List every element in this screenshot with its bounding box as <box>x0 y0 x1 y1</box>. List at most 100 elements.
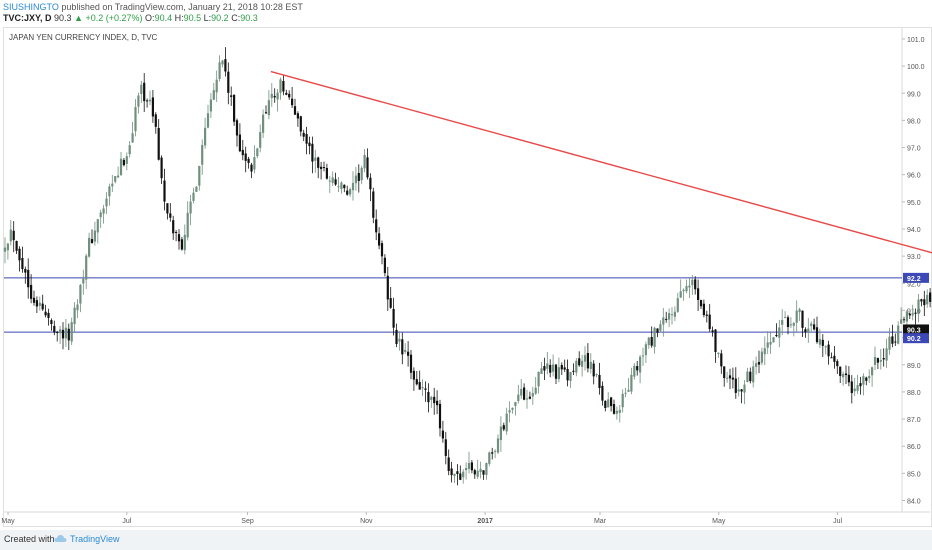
candle-body <box>421 387 424 389</box>
candle-body <box>343 184 346 189</box>
candle-body <box>264 112 268 114</box>
price-tick-label: 94.0 <box>907 227 921 234</box>
price-label-text: 92.2 <box>907 276 921 283</box>
candle-body <box>380 243 384 257</box>
time-tick-label: Jul <box>833 518 842 525</box>
candle-body <box>82 278 85 284</box>
candle-body <box>531 392 534 397</box>
indicator-title: JAPAN YEN CURRENCY INDEX, D, TVC <box>9 33 158 42</box>
candle-body <box>291 98 294 106</box>
ohlc-close-value: 90.3 <box>240 13 258 23</box>
candle-body <box>676 298 679 312</box>
candle-body <box>601 385 604 401</box>
candle-body <box>586 353 589 369</box>
candle-body <box>227 71 230 93</box>
price-chart[interactable]: 84.085.086.087.088.089.090.091.092.093.0… <box>0 0 932 530</box>
candle-body <box>621 393 624 408</box>
candle-body <box>366 157 369 178</box>
candle-body <box>288 93 291 98</box>
candle-body <box>665 318 668 320</box>
candle-body <box>70 322 73 342</box>
candle-body <box>517 394 520 402</box>
candle-body <box>708 314 711 330</box>
price-label-bg <box>903 333 929 344</box>
candle-body <box>41 303 44 310</box>
candle-body <box>372 191 375 218</box>
candle-body <box>418 382 421 390</box>
candle-body <box>902 319 906 321</box>
candle-body <box>734 378 737 393</box>
candle-body <box>99 212 102 218</box>
candle-body <box>44 311 47 316</box>
candle-body <box>27 269 30 288</box>
candle-body <box>685 286 688 292</box>
candle-body <box>847 374 850 383</box>
candle-body <box>18 248 21 261</box>
candle-body <box>647 337 650 346</box>
candle-body <box>450 468 453 476</box>
candle-body <box>15 240 18 251</box>
candle-body <box>204 127 207 146</box>
candle-body <box>233 94 236 122</box>
candle-body <box>691 279 694 286</box>
candle-body <box>140 84 143 94</box>
candle-body <box>230 95 233 97</box>
candle-body <box>401 339 404 355</box>
candle-body <box>328 180 331 182</box>
ohlc-open-value: 90.4 <box>154 13 173 23</box>
candle-body <box>760 351 763 363</box>
candle-body <box>795 310 798 323</box>
price-label-bg <box>903 324 929 335</box>
candle-body <box>581 360 584 367</box>
candle-body <box>862 376 865 385</box>
candle-body <box>694 279 697 290</box>
candle-body <box>604 400 607 408</box>
candle-body <box>673 311 676 317</box>
candle-body <box>128 145 131 155</box>
candle-body <box>50 320 53 325</box>
candle-body <box>436 400 439 406</box>
candle-body <box>549 364 552 373</box>
candle-body <box>163 180 166 202</box>
candle-body <box>383 257 386 274</box>
candle-body <box>412 370 415 380</box>
candle-body <box>64 327 67 339</box>
candle-body <box>911 314 914 316</box>
candle-body <box>59 329 62 334</box>
chart-header: SIUSHINGTO published on TradingView.com,… <box>0 0 932 26</box>
candle-body <box>496 438 500 453</box>
candle-body <box>697 288 700 300</box>
candle-body <box>775 334 778 337</box>
candle-body <box>546 363 549 369</box>
candle-body <box>346 190 349 195</box>
candle-body <box>502 425 505 430</box>
candle-body <box>633 365 636 377</box>
candle-body <box>354 175 357 184</box>
candle-body <box>215 79 218 93</box>
candle-body <box>827 344 830 357</box>
candle-body <box>815 327 819 343</box>
candle-body <box>560 365 563 370</box>
candle-body <box>917 299 920 315</box>
candle-body <box>714 329 717 352</box>
candle-body <box>172 220 175 234</box>
candle-body <box>102 208 105 214</box>
candle-body <box>720 353 723 367</box>
candle-body <box>395 329 398 344</box>
candle-body <box>612 404 616 414</box>
candle-body <box>879 360 882 362</box>
candle-body <box>833 355 836 362</box>
tradingview-brand[interactable]: TradingView <box>70 534 120 544</box>
price-label-text: 90.3 <box>907 327 921 334</box>
candle-body <box>644 344 647 356</box>
candle-body <box>241 149 244 156</box>
candle-body <box>270 93 273 98</box>
candle-body <box>528 396 531 399</box>
candle-body <box>117 175 120 178</box>
price-tick-label: 88.0 <box>907 390 921 397</box>
price-tick-label: 86.0 <box>907 444 921 451</box>
author-name[interactable]: SIUSHINGTO <box>3 2 59 12</box>
candle-body <box>923 299 926 306</box>
candle-body <box>192 192 195 201</box>
candle-body <box>488 452 491 464</box>
